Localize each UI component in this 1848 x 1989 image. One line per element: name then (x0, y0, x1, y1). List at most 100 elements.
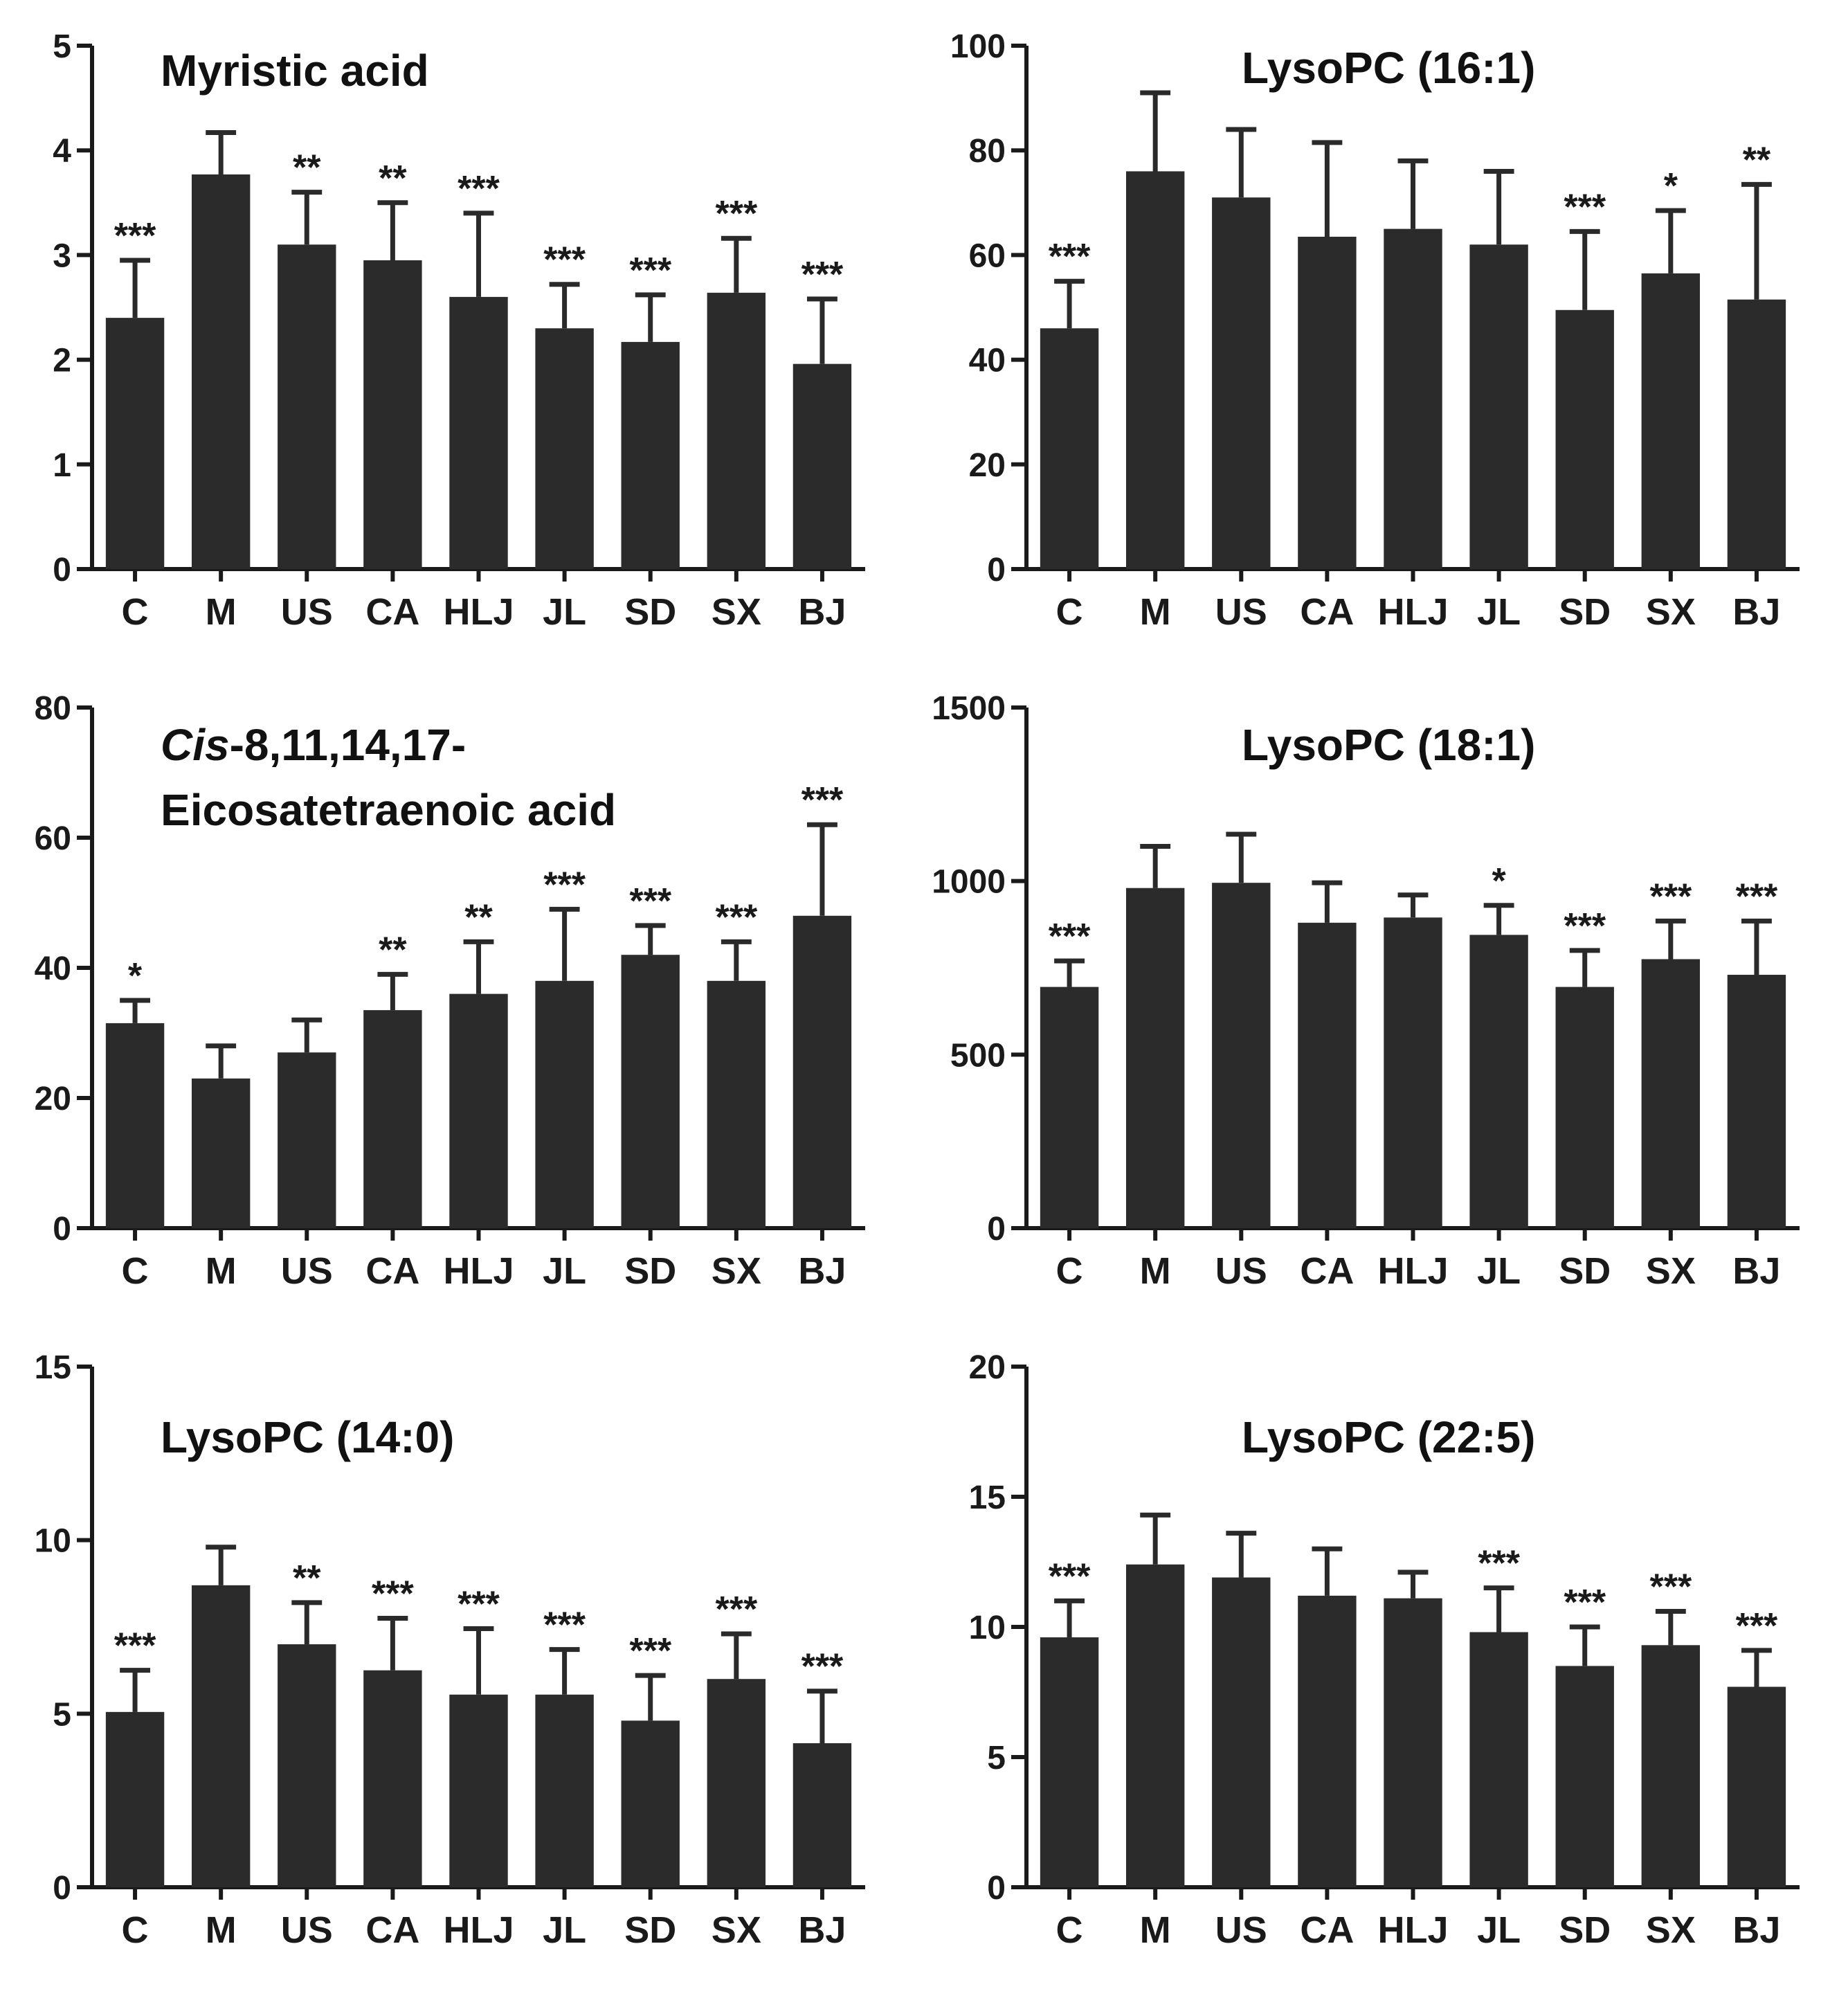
bar-c (105, 318, 165, 569)
x-tick-label: CA (365, 1909, 419, 1951)
x-tick-label: SD (1559, 1250, 1611, 1292)
x-tick-label: US (281, 1250, 333, 1292)
bar-jl (535, 980, 594, 1228)
x-tick-label: HLJ (443, 1250, 514, 1292)
y-tick-label: 100 (950, 28, 1006, 65)
y-tick-label: 4 (53, 133, 71, 170)
x-tick-label: SX (1646, 1250, 1696, 1292)
chart-title-line: LysoPC (18:1) (1242, 720, 1535, 770)
significance-label: ** (293, 148, 321, 188)
panel-lysopc-14-0: 0 5 10 15 C *** M US ** CA *** HLJ *** JL *** SD *** SX **… (35, 1349, 865, 1951)
significance-label: *** (1564, 187, 1606, 227)
x-tick-label: SX (712, 591, 761, 633)
x-tick-label: SX (712, 1909, 761, 1951)
significance-label: *** (1049, 237, 1091, 277)
x-tick-label: C (1056, 591, 1083, 633)
x-tick-label: US (1215, 591, 1267, 633)
x-tick-label: M (1140, 1250, 1171, 1292)
bar-sd (621, 955, 680, 1228)
y-tick-label: 20 (969, 1349, 1006, 1386)
x-tick-label: JL (1477, 1250, 1521, 1292)
bar-c (105, 1711, 165, 1887)
x-tick-label: US (1215, 1909, 1267, 1951)
y-tick-label: 10 (969, 1610, 1006, 1646)
bar-c (1040, 1637, 1099, 1887)
bar-ca (363, 260, 422, 569)
y-tick-label: 5 (53, 28, 71, 65)
bar-sx (707, 980, 766, 1228)
bar-m (191, 174, 251, 569)
bar-jl (535, 328, 594, 569)
significance-label: ** (379, 930, 407, 970)
significance-label: *** (629, 251, 671, 291)
significance-label: *** (715, 194, 757, 234)
bar-bj (792, 915, 852, 1228)
x-tick-label: JL (543, 1250, 586, 1292)
x-tick-label: US (1215, 1250, 1267, 1292)
significance-label: *** (114, 216, 156, 256)
x-tick-label: M (1140, 1909, 1171, 1951)
significance-label: *** (801, 780, 844, 820)
bar-sx (707, 292, 766, 569)
significance-label: *** (1649, 876, 1692, 917)
significance-label: *** (715, 1590, 757, 1630)
bar-sd (1555, 1666, 1614, 1887)
x-tick-label: US (281, 1909, 333, 1951)
x-tick-label: SD (624, 1250, 676, 1292)
y-tick-label: 1 (53, 447, 71, 484)
y-tick-label: 60 (35, 820, 71, 857)
x-tick-label: M (206, 1250, 237, 1292)
bar-ca (1298, 922, 1357, 1228)
y-tick-label: 40 (35, 951, 71, 987)
bar-ca (363, 1010, 422, 1228)
x-tick-label: CA (1300, 591, 1354, 633)
x-tick-label: SX (712, 1250, 761, 1292)
panel-lysopc-18-1: 0 500 1000 1500 C *** M US CA HLJ JL * SD *** SX *** BJ *… (932, 690, 1800, 1292)
x-tick-label: C (1056, 1250, 1083, 1292)
chart-title-line: Eicosatetraenoic acid (161, 785, 616, 835)
x-tick-label: BJ (798, 591, 846, 633)
x-tick-label: BJ (1732, 1250, 1780, 1292)
y-tick-label: 80 (35, 690, 71, 727)
x-tick-label: BJ (798, 1250, 846, 1292)
x-tick-label: BJ (798, 1909, 846, 1951)
bar-m (191, 1585, 251, 1887)
x-tick-label: BJ (1732, 591, 1780, 633)
bar-bj (1727, 975, 1786, 1228)
x-tick-label: JL (1477, 1909, 1521, 1951)
bar-m (1125, 171, 1185, 569)
bar-m (1125, 1564, 1185, 1887)
y-tick-label: 5 (987, 1740, 1006, 1776)
bar-us (278, 244, 336, 569)
significance-label: *** (1049, 1556, 1091, 1596)
bar-bj (792, 1743, 852, 1887)
x-tick-label: C (122, 1250, 149, 1292)
chart-title-line: LysoPC (14:0) (161, 1412, 454, 1462)
significance-label: *** (801, 1647, 844, 1687)
significance-label: *** (1736, 1606, 1778, 1646)
bar-sd (621, 341, 680, 569)
significance-label: *** (1736, 876, 1778, 917)
x-tick-label: CA (365, 1250, 419, 1292)
significance-label: ** (464, 897, 493, 937)
significance-label: ** (293, 1558, 321, 1599)
significance-label: * (1492, 861, 1506, 901)
bar-sd (1555, 309, 1614, 569)
significance-label: *** (458, 169, 500, 209)
bar-ca (363, 1670, 422, 1887)
significance-label: *** (543, 240, 586, 280)
significance-label: *** (1564, 1583, 1606, 1623)
bar-us (1212, 883, 1271, 1228)
bar-hlj (449, 1694, 508, 1887)
significance-label: * (1664, 166, 1678, 206)
x-tick-label: HLJ (443, 1909, 514, 1951)
x-tick-label: BJ (1732, 1909, 1780, 1951)
bar-bj (1727, 1686, 1786, 1887)
bar-hlj (1384, 228, 1442, 569)
x-tick-label: SD (1559, 1909, 1611, 1951)
bar-bj (792, 363, 852, 569)
x-tick-label: US (281, 591, 333, 633)
bar-jl (1469, 935, 1528, 1228)
bar-ca (1298, 1595, 1357, 1887)
